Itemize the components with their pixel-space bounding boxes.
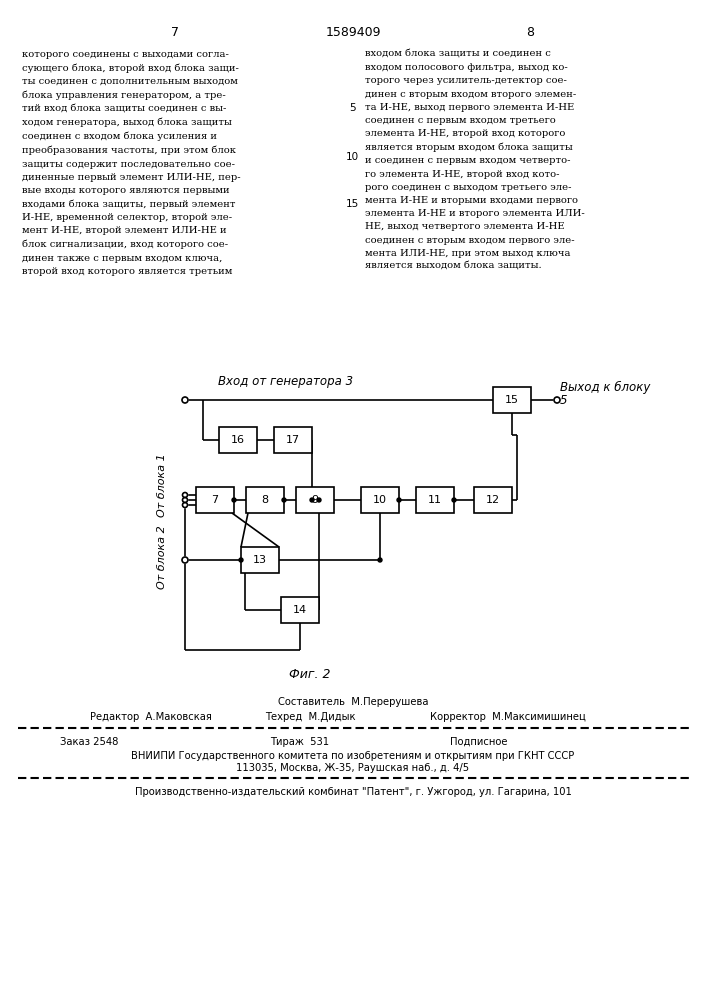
Bar (416, 487, 454, 513)
Bar (241, 547, 279, 573)
Text: 12: 12 (486, 495, 500, 505)
Text: 5: 5 (560, 393, 568, 406)
Text: 11: 11 (428, 495, 442, 505)
Circle shape (232, 498, 236, 502)
Circle shape (182, 557, 188, 563)
Text: Вход от генератора 3: Вход от генератора 3 (218, 375, 353, 388)
Bar (281, 597, 319, 623)
Text: 16: 16 (231, 435, 245, 445)
Text: Производственно-издательский комбинат "Патент", г. Ужгород, ул. Гагарина, 101: Производственно-издательский комбинат "П… (134, 787, 571, 797)
Text: 9: 9 (312, 495, 319, 505)
Text: 8: 8 (526, 25, 534, 38)
Text: Выход к блоку: Выход к блоку (560, 380, 650, 394)
Text: Тираж  531: Тираж 531 (270, 737, 329, 747)
Circle shape (182, 492, 187, 497)
Text: 15: 15 (346, 199, 358, 209)
Circle shape (554, 397, 560, 403)
Circle shape (182, 497, 187, 502)
Bar (296, 487, 334, 513)
Text: которого соединены с выходами согла-
сующего блока, второй вход блока защи-
ты с: которого соединены с выходами согла- сую… (22, 50, 240, 276)
Text: 10: 10 (346, 152, 358, 162)
Text: 7: 7 (211, 495, 218, 505)
Circle shape (397, 498, 401, 502)
Circle shape (452, 498, 456, 502)
Circle shape (378, 558, 382, 562)
Text: Техред  М.Дидык: Техред М.Дидык (265, 712, 356, 722)
Circle shape (239, 558, 243, 562)
Circle shape (282, 498, 286, 502)
Text: Корректор  М.Максимишинец: Корректор М.Максимишинец (430, 712, 586, 722)
Text: 14: 14 (293, 605, 307, 615)
Text: 10: 10 (373, 495, 387, 505)
Text: 5: 5 (349, 103, 356, 113)
Text: 7: 7 (171, 25, 179, 38)
Bar (246, 487, 284, 513)
Bar (361, 487, 399, 513)
Circle shape (310, 498, 314, 502)
Text: От блока 1: От блока 1 (157, 453, 167, 517)
Text: От блока 2: От блока 2 (157, 525, 167, 589)
Circle shape (182, 397, 188, 403)
Text: Подписное: Подписное (450, 737, 508, 747)
Text: Редактор  А.Маковская: Редактор А.Маковская (90, 712, 212, 722)
Bar (219, 427, 257, 453)
Bar (274, 427, 312, 453)
Circle shape (182, 502, 187, 508)
Text: 8: 8 (262, 495, 269, 505)
Text: 17: 17 (286, 435, 300, 445)
Bar (196, 487, 234, 513)
Text: 13: 13 (253, 555, 267, 565)
Text: 113035, Москва, Ж-35, Раушская наб., д. 4/5: 113035, Москва, Ж-35, Раушская наб., д. … (236, 763, 469, 773)
Bar (474, 487, 512, 513)
Text: Заказ 2548: Заказ 2548 (60, 737, 118, 747)
Text: 15: 15 (505, 395, 519, 405)
Text: 1589409: 1589409 (325, 25, 381, 38)
Text: Составитель  М.Перерушева: Составитель М.Перерушева (278, 697, 428, 707)
Text: Фиг. 2: Фиг. 2 (289, 668, 331, 682)
Circle shape (317, 498, 321, 502)
Bar (493, 387, 531, 413)
Text: ВНИИПИ Государственного комитета по изобретениям и открытиям при ГКНТ СССР: ВНИИПИ Государственного комитета по изоб… (132, 751, 575, 761)
Text: входом блока защиты и соединен с
входом полосового фильтра, выход ко-
торого чер: входом блока защиты и соединен с входом … (365, 50, 585, 271)
